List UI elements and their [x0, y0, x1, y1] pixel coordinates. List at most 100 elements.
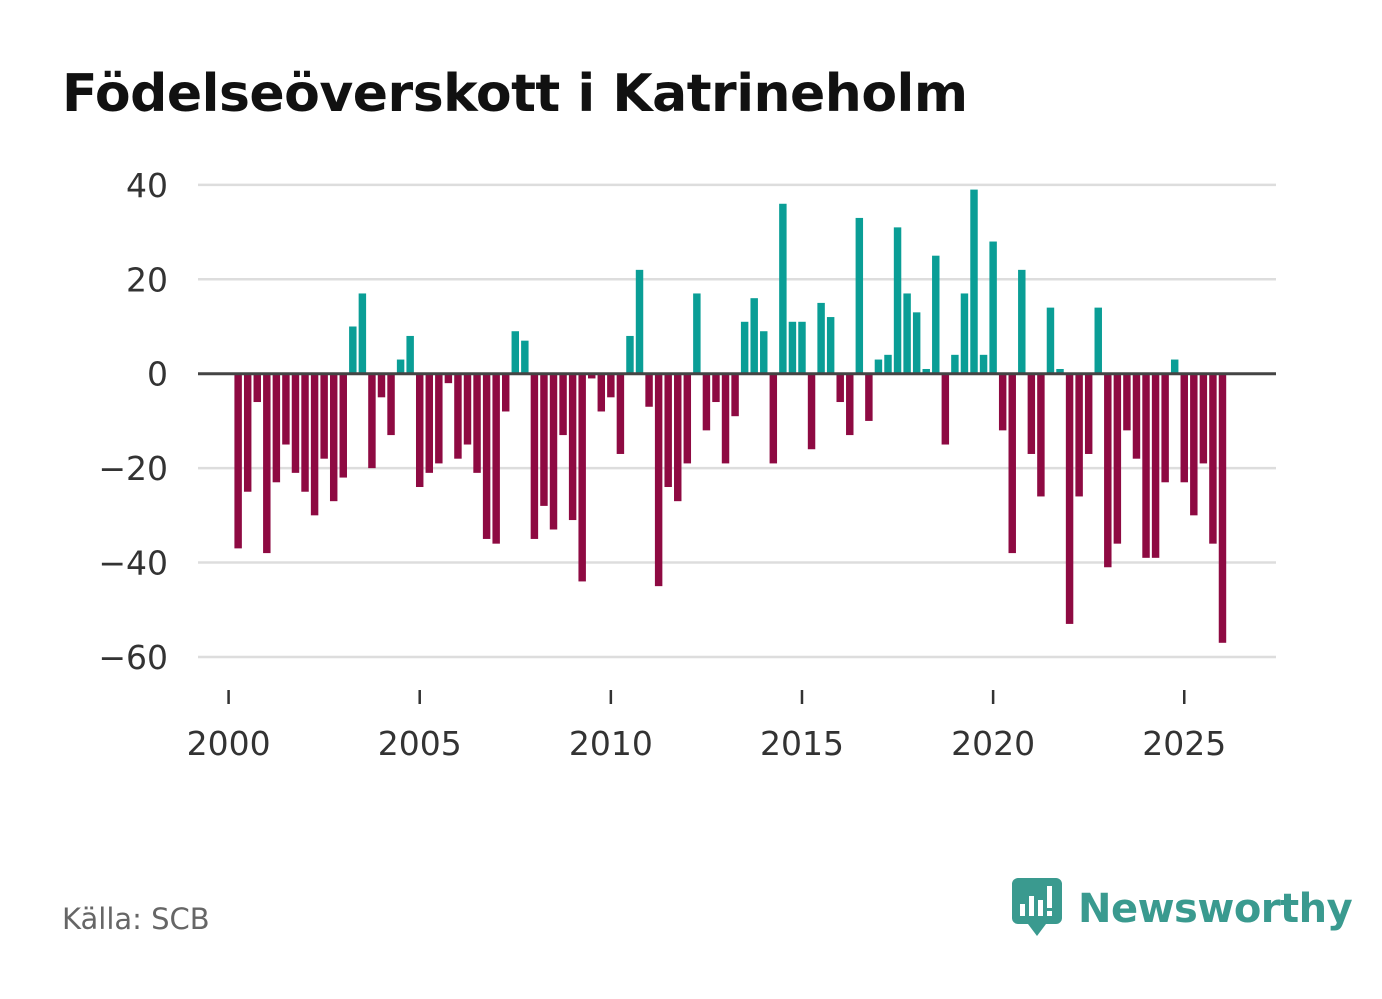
bar: [540, 373, 548, 506]
bar: [798, 321, 806, 374]
bar: [473, 373, 481, 473]
bar: [1209, 373, 1217, 544]
bar: [559, 373, 567, 436]
source-note: Källa: SCB: [62, 902, 210, 936]
bar: [970, 189, 978, 374]
bar: [998, 373, 1007, 431]
bar: [588, 373, 596, 379]
bar: [731, 373, 739, 417]
bar: [616, 373, 625, 454]
x-axis: 2000 2005 2010 2015 2020 2025: [187, 690, 1226, 763]
bar: [664, 373, 672, 488]
bar: [406, 335, 414, 374]
bar: [1065, 373, 1074, 624]
bar: [769, 373, 778, 464]
brand-name: Newsworthy: [1078, 886, 1353, 932]
bar: [597, 373, 606, 412]
bar: [511, 331, 520, 374]
bar: [683, 373, 692, 464]
bar: [721, 373, 730, 464]
bar: [377, 373, 386, 398]
y-tick-label: −60: [98, 638, 168, 677]
bar: [989, 241, 997, 374]
brand-logo: Newsworthy: [1012, 878, 1353, 940]
bar: [1094, 307, 1102, 374]
bar: [349, 326, 357, 374]
bar: [826, 317, 835, 374]
bar: [912, 312, 921, 374]
bar: [788, 321, 797, 374]
bar: [874, 359, 883, 374]
bar: [750, 298, 758, 374]
y-tick-label: −40: [98, 544, 168, 583]
x-tick-label: 2010: [569, 724, 653, 763]
bar: [941, 373, 950, 445]
bar: [836, 373, 844, 403]
bar: [243, 373, 252, 492]
x-tick-label: 2020: [951, 724, 1035, 763]
y-axis: 40 20 0 −20 −40 −60: [98, 166, 168, 677]
bar: [702, 373, 711, 431]
bar: [740, 321, 749, 374]
bar: [922, 368, 930, 374]
bar: [1199, 373, 1208, 464]
bar: [301, 373, 309, 492]
x-tick-label: 2025: [1142, 724, 1226, 763]
bar: [607, 373, 615, 398]
bar: [387, 373, 395, 436]
bar: [645, 373, 653, 407]
newsworthy-logo-icon: [1012, 878, 1062, 936]
bar: [1123, 373, 1131, 431]
bar: [1008, 373, 1016, 554]
bar: [960, 293, 969, 374]
bar: [291, 373, 300, 473]
bar: [1113, 373, 1122, 544]
bar: [693, 293, 701, 374]
bar: [521, 340, 529, 374]
bar: [1190, 373, 1198, 516]
bar: [482, 373, 491, 539]
bar: [1170, 359, 1179, 374]
bar: [549, 373, 558, 530]
y-tick-label: 40: [126, 166, 168, 205]
bar: [1056, 368, 1064, 374]
bar: [501, 373, 510, 412]
bar: [368, 373, 376, 469]
bar: [1018, 269, 1026, 374]
bar: [1046, 307, 1055, 374]
bar: [760, 331, 768, 374]
x-tick-label: 2015: [760, 724, 844, 763]
bar: [635, 269, 644, 374]
bar: [884, 354, 892, 374]
bar: [1151, 373, 1160, 558]
bar: [320, 373, 328, 459]
bar: [454, 373, 462, 459]
bar: [272, 373, 281, 483]
bar: [1161, 373, 1169, 483]
bar: [807, 373, 816, 450]
y-tick-label: 0: [147, 355, 168, 394]
bar: [1180, 373, 1188, 483]
bar: [855, 217, 864, 374]
bar: [1084, 373, 1093, 454]
bar: [865, 373, 873, 421]
bar: [444, 373, 453, 384]
bar: [310, 373, 319, 516]
bar: [1142, 373, 1150, 558]
bar: [951, 354, 959, 374]
bar: [425, 373, 434, 473]
bar: [578, 373, 586, 582]
bar: [779, 203, 787, 374]
y-tick-label: −20: [98, 449, 168, 488]
bar: [396, 359, 405, 374]
bar: [893, 227, 902, 374]
bar: [846, 373, 854, 436]
bar: [1132, 373, 1141, 459]
bar: [358, 293, 367, 374]
bar: [626, 335, 634, 374]
bar: [1104, 373, 1112, 568]
bar: [253, 373, 261, 403]
bar: [1027, 373, 1036, 454]
y-tick-label: 20: [126, 260, 168, 299]
